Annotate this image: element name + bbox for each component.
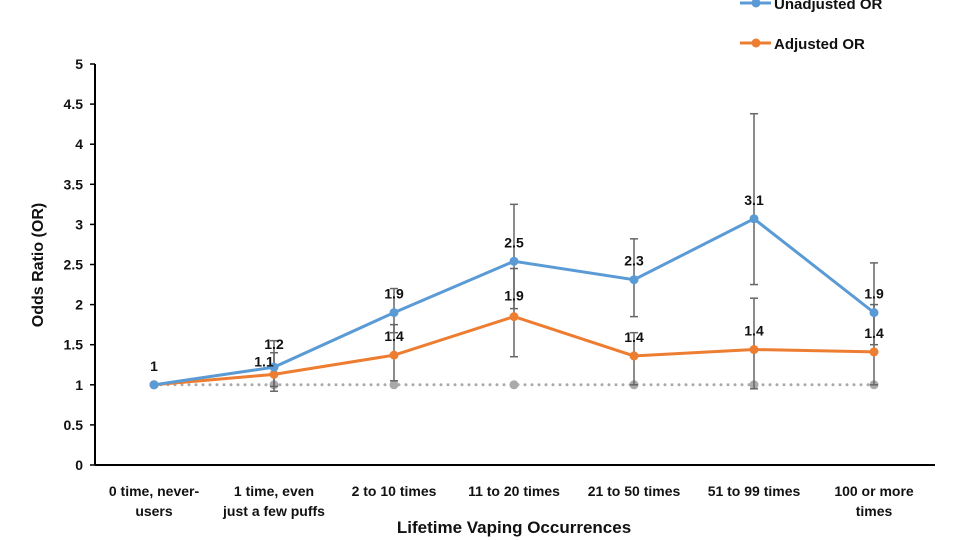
data-point xyxy=(389,350,399,360)
x-tick-label-line: 11 to 20 times xyxy=(468,483,560,499)
x-tick-label-line: times xyxy=(856,503,893,519)
data-point xyxy=(749,345,759,355)
data-label: 1.9 xyxy=(504,288,524,304)
data-label: 1.4 xyxy=(744,323,764,339)
y-tick-label: 3 xyxy=(75,216,83,232)
x-tick-label-line: users xyxy=(135,503,173,519)
legend-marker xyxy=(751,38,761,48)
y-tick-label: 2 xyxy=(75,297,83,313)
legend: Unadjusted OR Adjusted OR xyxy=(740,0,883,53)
y-axis-title: Odds Ratio (OR) xyxy=(30,203,47,327)
y-tick-label: 4.5 xyxy=(64,96,84,112)
data-point xyxy=(629,351,639,361)
data-label: 1.1 xyxy=(254,353,274,369)
x-tick-label: 11 to 20 times xyxy=(468,483,560,499)
data-label: 1.4 xyxy=(624,329,644,345)
legend-label: Unadjusted OR xyxy=(774,0,883,13)
x-tick-label-line: 2 to 10 times xyxy=(352,483,437,499)
reference-point xyxy=(509,380,519,390)
data-point xyxy=(749,214,759,224)
data-point xyxy=(509,312,519,322)
data-label: 1.2 xyxy=(264,336,284,352)
data-label: 1.9 xyxy=(384,286,404,302)
y-tick-label: 0.5 xyxy=(64,417,84,433)
y-tick-label: 3.5 xyxy=(64,176,84,192)
x-tick-label-line: 0 time, never- xyxy=(109,483,200,499)
data-point xyxy=(509,256,519,266)
data-label: 1.4 xyxy=(864,325,884,341)
x-axis-title: Lifetime Vaping Occurrences xyxy=(397,518,631,537)
data-point xyxy=(389,308,399,318)
data-point xyxy=(149,380,159,390)
data-labels: 1 1.2 1.9 2.5 2.3 3.1 1.9 1.1 1.4 1.9 1.4 1.4 1.4 xyxy=(150,192,884,374)
x-tick-label: 51 to 99 times xyxy=(708,483,801,499)
data-point xyxy=(269,362,279,372)
x-tick-label: 0 time, never-users xyxy=(109,483,200,519)
data-label: 2.5 xyxy=(504,234,524,250)
x-tick-label-line: just a few puffs xyxy=(222,503,325,519)
data-point xyxy=(269,369,279,379)
y-tick-label: 0 xyxy=(75,457,83,473)
data-label: 3.1 xyxy=(744,192,764,208)
y-tick-label: 1.5 xyxy=(64,337,84,353)
data-label: 1.9 xyxy=(864,286,884,302)
data-label: 1.4 xyxy=(384,328,404,344)
x-tick-label-line: 51 to 99 times xyxy=(708,483,801,499)
y-tick-label: 5 xyxy=(75,56,83,72)
reference-point xyxy=(389,380,399,390)
legend-label: Adjusted OR xyxy=(774,36,865,53)
x-tick-label: 100 or more times xyxy=(834,483,914,519)
y-tick-label: 2.5 xyxy=(64,257,84,273)
x-tick-label: 2 to 10 times xyxy=(352,483,437,499)
x-tick-label-line: 100 or more xyxy=(834,483,914,499)
x-tick-label: 1 time, even just a few puffs xyxy=(222,483,325,519)
reference-line xyxy=(149,380,879,390)
axes: 0 0.5 1 1.5 2 2.5 3 3.5 4 4.5 5 0 time, never-users… xyxy=(64,56,935,519)
legend-marker xyxy=(751,0,761,8)
y-tick-label: 1 xyxy=(75,377,83,393)
x-tick-label-line: 1 time, even xyxy=(234,483,314,499)
x-tick-label: 21 to 50 times xyxy=(588,483,681,499)
data-label: 1 xyxy=(150,358,158,374)
data-point xyxy=(869,347,879,357)
data-point xyxy=(629,275,639,285)
data-label: 2.3 xyxy=(624,253,644,269)
data-point xyxy=(869,308,879,318)
series-lines xyxy=(149,214,879,390)
y-tick-label: 4 xyxy=(75,136,83,152)
x-tick-label-line: 21 to 50 times xyxy=(588,483,681,499)
